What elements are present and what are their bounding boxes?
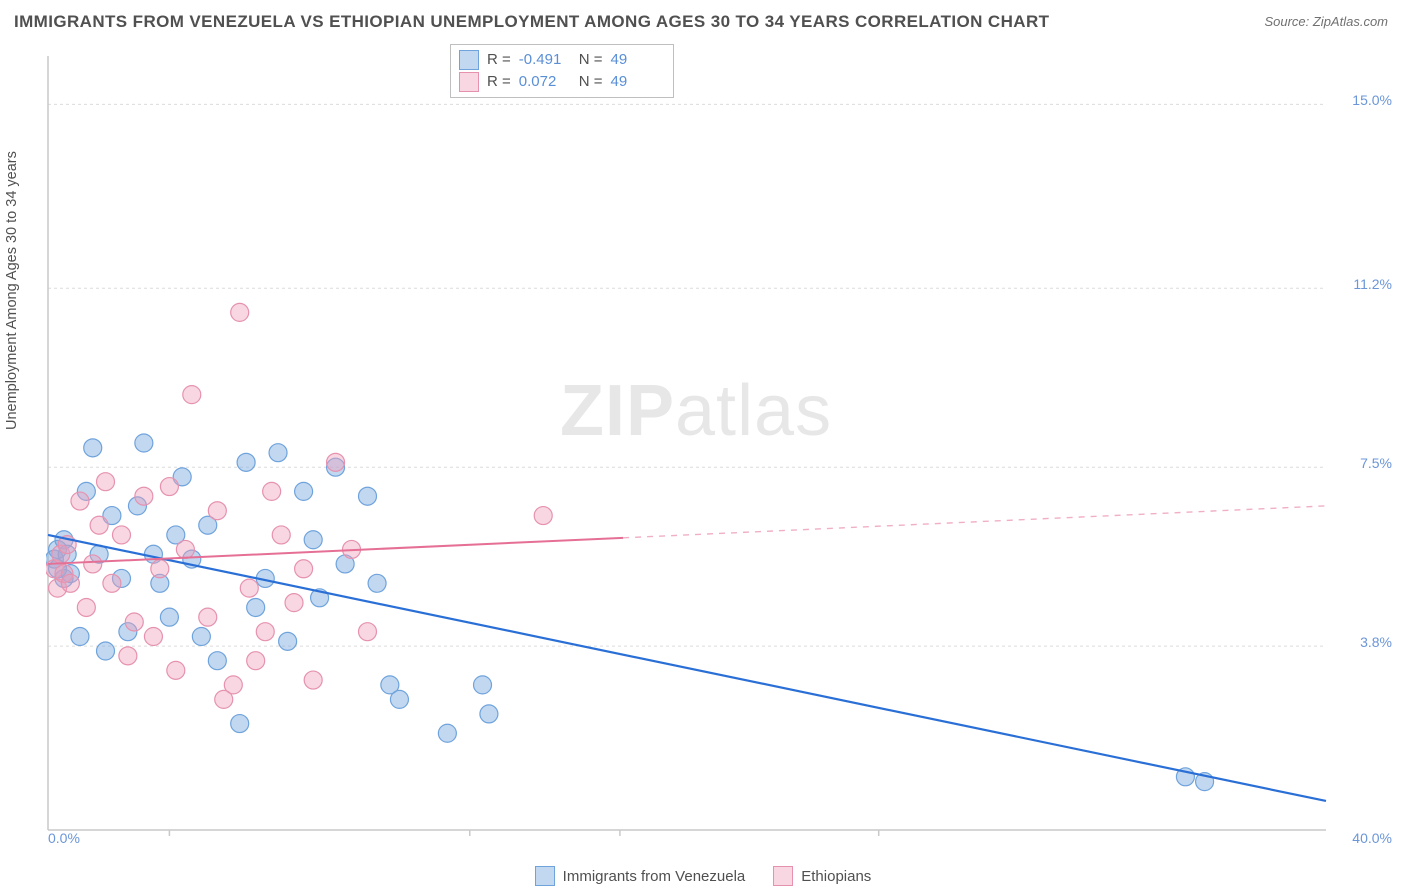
legend-swatch-icon bbox=[773, 866, 793, 886]
source-attribution: Source: ZipAtlas.com bbox=[1264, 14, 1388, 29]
stat-label: N = bbox=[579, 71, 603, 93]
legend-item: Ethiopians bbox=[773, 866, 871, 886]
stats-row: R = -0.491 N = 49 bbox=[459, 49, 663, 71]
correlation-stats-box: R = -0.491 N = 49 R = 0.072 N = 49 bbox=[450, 44, 674, 98]
stat-value: 49 bbox=[611, 49, 663, 71]
bottom-legend: Immigrants from Venezuela Ethiopians bbox=[0, 866, 1406, 886]
y-tick-label: 11.2% bbox=[1353, 276, 1392, 292]
y-tick-label: 7.5% bbox=[1360, 455, 1392, 471]
x-tick-label: 0.0% bbox=[48, 830, 80, 846]
legend-swatch-icon bbox=[535, 866, 555, 886]
chart-title: IMMIGRANTS FROM VENEZUELA VS ETHIOPIAN U… bbox=[14, 12, 1049, 32]
x-tick-label: 40.0% bbox=[1352, 830, 1392, 846]
y-axis-label: Unemployment Among Ages 30 to 34 years bbox=[4, 151, 20, 430]
legend-label: Immigrants from Venezuela bbox=[563, 868, 746, 885]
stat-label: R = bbox=[487, 71, 511, 93]
legend-swatch-icon bbox=[459, 72, 479, 92]
stat-value: 49 bbox=[611, 71, 663, 93]
watermark: ZIPatlas bbox=[560, 370, 832, 452]
legend-item: Immigrants from Venezuela bbox=[535, 866, 746, 886]
stat-value: -0.491 bbox=[519, 49, 571, 71]
stat-label: N = bbox=[579, 49, 603, 71]
y-tick-label: 3.8% bbox=[1360, 634, 1392, 650]
legend-label: Ethiopians bbox=[801, 868, 871, 885]
y-tick-label: 15.0% bbox=[1352, 92, 1392, 108]
stat-value: 0.072 bbox=[519, 71, 571, 93]
stat-label: R = bbox=[487, 49, 511, 71]
stats-row: R = 0.072 N = 49 bbox=[459, 71, 663, 93]
watermark-rest: atlas bbox=[675, 371, 832, 451]
legend-swatch-icon bbox=[459, 50, 479, 70]
watermark-bold: ZIP bbox=[560, 371, 675, 451]
